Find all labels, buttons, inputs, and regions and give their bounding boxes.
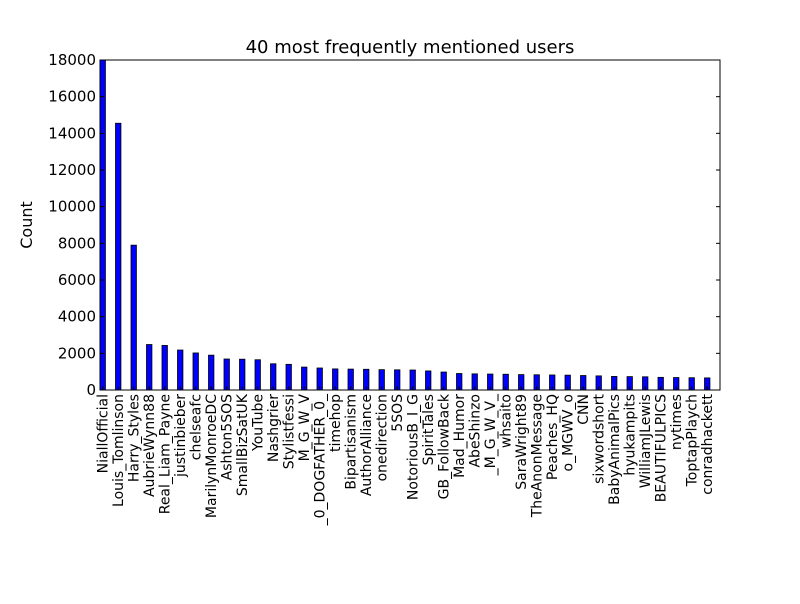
x-tick-label: Ashton5SOS <box>220 394 236 480</box>
x-tick-label: GB_FollowBack <box>437 393 453 499</box>
y-tick-label: 16000 <box>48 88 96 106</box>
x-tick-label: BEAUTIFULPICS <box>654 394 670 502</box>
x-tick-label: Nashgrier <box>266 394 282 462</box>
bar-MarilynMonroeDC <box>208 354 215 391</box>
y-tick-label: 2000 <box>58 344 96 362</box>
x-axis-ticks: NiallOfficial Louis_Tomlinson Harry_Styles… <box>96 386 716 526</box>
bar-NiallOfficial <box>99 59 106 391</box>
x-tick-label: hyukampits <box>623 394 639 476</box>
bar-justinbieber <box>177 349 184 391</box>
bar-chelseafc <box>192 352 199 391</box>
x-tick-label: sixwordshort <box>592 393 608 483</box>
plot-area-frame <box>99 59 721 391</box>
x-tick-label: WilliamJLewis <box>638 394 654 488</box>
x-tick-label: Harry_Styles <box>127 394 143 482</box>
x-tick-label: justinbieber <box>173 394 189 478</box>
x-tick-label: 5SOS <box>390 394 406 432</box>
x-tick-label: NiallOfficial <box>96 394 112 473</box>
x-tick-label: Bipartisanism <box>344 394 360 490</box>
y-tick-label: 6000 <box>58 271 96 289</box>
bar-YouTube <box>254 359 261 391</box>
x-tick-label: AbeShinzo <box>468 394 484 468</box>
bar-Ashton5SOS <box>223 358 230 391</box>
x-tick-label: _M_G_W_V_ <box>483 393 499 476</box>
x-tick-label: TheAnonMessage <box>530 394 546 518</box>
y-axis-label: Count <box>17 201 36 249</box>
x-tick-label: _0_DOGFATHER_0_ <box>313 393 329 526</box>
x-tick-label: chelseafc <box>189 394 205 460</box>
x-tick-label: AuthorAlliance <box>359 394 375 496</box>
bar-Real_Liam_Payne <box>161 345 168 391</box>
x-tick-label: YouTube <box>251 394 267 452</box>
x-tick-label: AubrieWynn88 <box>142 394 158 497</box>
x-tick-label: nytimes <box>669 394 685 450</box>
x-tick-label: SaraWright89 <box>514 394 530 490</box>
x-tick-label: MarilynMonroeDC <box>204 394 220 518</box>
x-tick-label: Peaches_HQ <box>545 394 561 480</box>
x-tick-label: timehop <box>328 394 344 452</box>
x-tick-label: Stylistfessi <box>282 394 298 469</box>
y-tick-label: 10000 <box>48 198 96 216</box>
x-tick-label: ToptapPlaych <box>685 394 701 487</box>
bar-AubrieWynn88 <box>146 344 153 391</box>
bar-SmallBizSatUK <box>239 358 246 391</box>
x-tick-label: Louis_Tomlinson <box>111 394 127 507</box>
x-tick-label: CNN <box>576 394 592 425</box>
y-tick-label: 0 <box>86 381 96 399</box>
y-tick-label: 12000 <box>48 161 96 179</box>
bar-Harry_Styles <box>130 244 137 391</box>
y-axis-ticks: 0 2000 4000 6000 8000 10000 12000 14000 16000 180… <box>48 51 720 399</box>
x-tick-label: conradhackett <box>700 394 716 495</box>
y-tick-label: 14000 <box>48 124 96 142</box>
x-tick-label: SmallBizSatUK <box>235 393 251 496</box>
x-tick-label: Mad_Humor <box>452 394 468 478</box>
x-tick-label: BabyAnimalPics <box>607 394 623 505</box>
x-tick-label: M_G_W_V <box>297 394 313 462</box>
x-tick-label: whsaito <box>499 394 515 448</box>
x-tick-label: onedirection <box>375 394 391 481</box>
y-tick-label: 18000 <box>48 51 96 69</box>
x-tick-label: NotoriousB_I_G <box>406 394 422 500</box>
y-tick-label: 8000 <box>58 234 96 252</box>
chart-title: 40 most frequently mentioned users <box>246 37 575 58</box>
x-tick-label: o_MGWV_o <box>561 394 577 471</box>
bar-Louis_Tomlinson <box>115 122 122 391</box>
y-tick-label: 4000 <box>58 308 96 326</box>
x-tick-label: Real_Liam_Payne <box>158 394 174 514</box>
x-tick-label: SpiritTales <box>421 394 437 465</box>
